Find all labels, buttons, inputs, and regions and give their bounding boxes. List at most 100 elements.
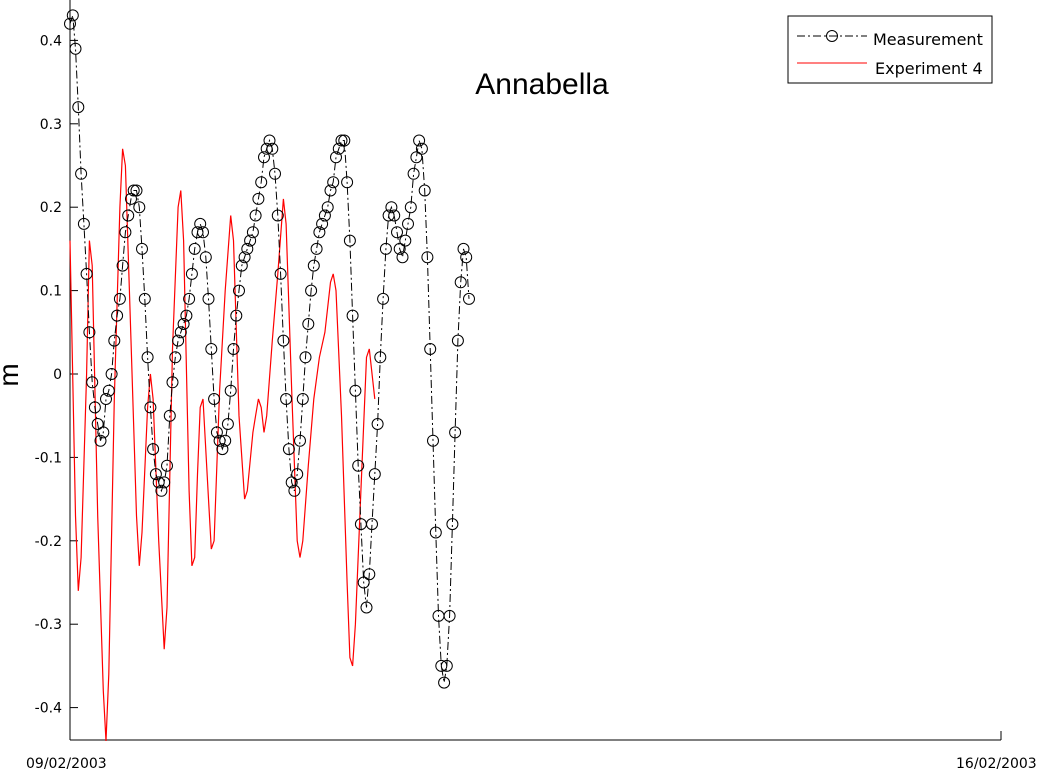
measurement-point	[163, 409, 176, 422]
measurement-point	[255, 176, 268, 189]
measurement-point	[277, 334, 290, 347]
measurement-point	[155, 484, 168, 497]
measurement-point	[260, 142, 273, 155]
measurement-point	[343, 234, 356, 247]
measurement-point	[235, 259, 248, 272]
y-tick-label: 0.2	[40, 200, 62, 216]
measurement-point	[335, 134, 348, 147]
measurement-point	[208, 393, 221, 405]
x-start-label: 09/02/2003	[26, 756, 107, 769]
measurement-point	[266, 142, 279, 155]
measurement-point	[91, 418, 104, 430]
legend-box	[787, 15, 993, 84]
measurement-point	[321, 201, 334, 214]
measurement-point	[294, 434, 306, 447]
measurement-point	[169, 351, 182, 364]
measurement-point	[230, 309, 243, 322]
measurement-point	[269, 167, 281, 180]
measurement-point	[402, 217, 414, 230]
measurement-point	[238, 251, 251, 264]
measurement-point	[396, 251, 409, 264]
measurement-point	[460, 251, 473, 264]
measurement-point	[158, 476, 171, 489]
measurement-point	[130, 184, 143, 197]
measurement-point	[136, 242, 148, 255]
measurement-point	[327, 176, 340, 189]
measurement-point	[363, 568, 376, 581]
measurement-point	[374, 351, 387, 364]
measurement-point	[415, 142, 428, 155]
measurement-point	[125, 192, 137, 205]
measurement-point	[72, 101, 85, 114]
measurement-point	[379, 242, 392, 255]
measurement-point	[122, 209, 135, 222]
measurement-point	[191, 226, 204, 239]
measurement-point	[75, 167, 88, 180]
axes	[69, 0, 1002, 741]
measurement-point	[202, 292, 215, 305]
measurement-point	[318, 209, 331, 222]
measurement-point	[174, 326, 187, 339]
measurement-point	[440, 659, 453, 672]
measurement-point	[108, 334, 121, 347]
measurement-point	[429, 526, 442, 539]
measurement-point	[64, 17, 76, 30]
measurement-point	[224, 384, 237, 397]
measurement-point	[377, 292, 390, 305]
measurement-point	[280, 393, 293, 405]
measurement-point	[194, 217, 207, 230]
measurement-point	[86, 376, 99, 389]
measurement-point	[407, 167, 420, 180]
measurement-point	[233, 284, 245, 297]
measurement-point	[418, 184, 431, 197]
measurement-point	[399, 234, 412, 247]
measurement-point	[330, 151, 342, 164]
measurement-point	[258, 151, 270, 164]
measurement-point	[324, 184, 337, 197]
measurement-point	[382, 209, 395, 222]
measurement-point	[443, 609, 456, 622]
measurement-point	[80, 267, 93, 280]
y-tick-label: 0.3	[40, 117, 62, 133]
legend-measurement-marker	[826, 30, 838, 42]
measurement-point	[282, 443, 295, 456]
measurement-point	[421, 251, 434, 264]
measurement-point	[180, 309, 193, 322]
x-end-label: 16/02/2003	[956, 756, 1037, 769]
measurement-point	[338, 134, 351, 147]
measurement-point	[113, 292, 126, 305]
measurement-point	[454, 276, 467, 289]
measurement-point	[285, 476, 298, 489]
measurement-point	[152, 476, 165, 489]
measurement-point	[313, 226, 326, 239]
measurement-point	[438, 676, 451, 689]
measurement-point	[274, 267, 287, 280]
legend: Measurement Experiment 4	[787, 15, 993, 84]
measurement-point	[366, 518, 378, 531]
measurement-point	[227, 343, 240, 355]
measurement-point	[97, 426, 110, 439]
series-line-measurement	[69, 15, 470, 683]
measurement-point	[147, 443, 160, 456]
measurement-point	[299, 351, 312, 364]
y-axis-label: m	[0, 363, 24, 386]
measurement-point	[371, 418, 384, 430]
series-group	[64, 9, 475, 742]
measurement-point	[138, 292, 151, 305]
measurement-point	[205, 343, 218, 355]
y-tick-label: 0	[53, 367, 62, 383]
measurement-point	[221, 418, 234, 430]
measurement-point	[291, 468, 304, 481]
measurement-point	[111, 309, 124, 322]
measurement-point	[252, 192, 265, 205]
measurement-point	[69, 42, 82, 55]
y-tick-label: -0.4	[35, 701, 62, 717]
measurement-point	[302, 318, 315, 330]
measurement-point	[385, 201, 398, 214]
measurement-point	[127, 184, 140, 197]
measurement-point	[346, 309, 359, 322]
measurement-point	[307, 259, 320, 272]
measurement-point	[316, 217, 329, 230]
measurement-point	[141, 351, 154, 364]
